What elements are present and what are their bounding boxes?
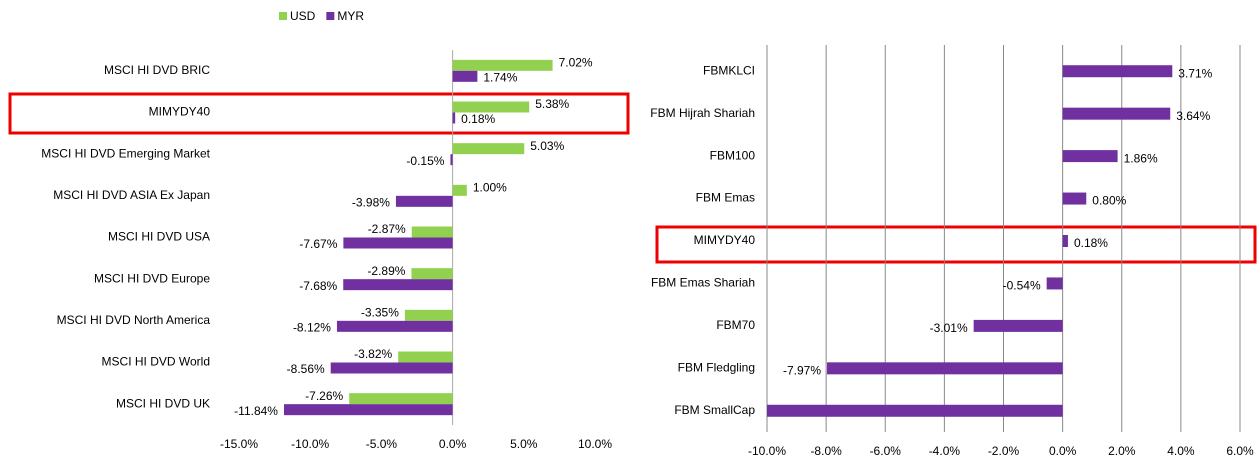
bar [452, 143, 525, 155]
value-label: -2.87% [368, 222, 406, 236]
bar [411, 226, 453, 238]
bar [1062, 235, 1068, 247]
x-tick-label: 4.0% [1167, 444, 1195, 457]
bar [343, 237, 453, 249]
value-label: 3.64% [1176, 109, 1210, 123]
value-label: -8.56% [287, 362, 325, 376]
bar [452, 112, 456, 124]
bar [452, 59, 553, 71]
value-label: -3.98% [352, 196, 390, 210]
value-label: -3.82% [354, 347, 392, 361]
value-label: -0.15% [406, 154, 444, 168]
category-label: FBMKLCI [703, 63, 755, 77]
value-label: 7.02% [559, 56, 593, 70]
bar [1062, 192, 1087, 205]
bar [349, 393, 453, 405]
category-label: FBM Fledgling [678, 361, 755, 375]
x-tick-label: 0.0% [439, 437, 467, 451]
x-tick-label: 5.0% [510, 437, 538, 451]
category-label: MIMYDY40 [694, 233, 756, 247]
value-label: 0.18% [461, 112, 495, 126]
value-label: -7.67% [299, 237, 337, 251]
category-label: MSCI HI DVD UK [116, 396, 210, 410]
value-label: 5.03% [530, 139, 564, 153]
bar [398, 351, 453, 363]
category-label: MSCI HI DVD World [102, 355, 210, 369]
legend-label: MYR [337, 9, 364, 23]
category-label: MSCI HI DVD Emerging Market [41, 146, 210, 160]
value-label: 3.71% [1178, 66, 1212, 80]
bar [452, 70, 478, 82]
value-label: -7.68% [299, 279, 337, 293]
value-label: -3.01% [930, 321, 968, 335]
category-label: MSCI HI DVD BRIC [104, 63, 210, 77]
bar [1062, 65, 1173, 78]
value-label: -11.84% [234, 404, 278, 418]
bar [336, 320, 453, 332]
value-label: 1.74% [483, 71, 517, 85]
highlight-box [8, 92, 630, 135]
bar [767, 404, 1063, 417]
value-label: -7.26% [305, 389, 343, 403]
x-tick-label: -2.0% [988, 444, 1020, 457]
x-tick-label: -10.0% [291, 437, 329, 451]
bar [1046, 277, 1063, 290]
x-tick-label: -8.0% [810, 444, 842, 457]
bar [1062, 107, 1171, 120]
value-label: -2.89% [367, 264, 405, 278]
bar [1062, 150, 1118, 163]
category-label: MSCI HI DVD ASIA Ex Japan [53, 188, 210, 202]
bar [973, 319, 1063, 332]
value-label: -3.35% [361, 306, 399, 320]
x-tick-label: -15.0% [220, 437, 258, 451]
bar [343, 279, 453, 291]
value-label: 1.86% [1124, 151, 1158, 165]
legend-swatch [326, 12, 335, 20]
category-label: FBM SmallCap [674, 403, 755, 417]
value-label: 0.18% [1074, 236, 1108, 250]
x-tick-label: 10.0% [578, 437, 612, 451]
bar [330, 362, 453, 374]
x-tick-label: 6.0% [1226, 444, 1254, 457]
category-label: MSCI HI DVD North America [57, 313, 211, 327]
x-tick-label: -5.0% [366, 437, 398, 451]
category-label: FBM70 [716, 318, 755, 332]
value-label: 0.80% [1092, 194, 1126, 208]
bar [395, 195, 453, 207]
value-label: -8.12% [293, 321, 331, 335]
x-tick-label: -4.0% [929, 444, 961, 457]
bar [452, 101, 530, 113]
bar [450, 154, 453, 166]
legend-label: USD [290, 9, 316, 23]
value-label: -7.97% [783, 364, 821, 378]
x-tick-label: 2.0% [1108, 444, 1136, 457]
bar [452, 184, 467, 196]
x-tick-label: -10.0% [748, 444, 786, 457]
category-label: FBM Emas Shariah [651, 276, 755, 290]
x-tick-label: 0.0% [1049, 444, 1077, 457]
bar [404, 309, 453, 321]
value-label: 1.00% [473, 181, 507, 195]
category-label: FBM Emas [696, 191, 755, 205]
legend-swatch [279, 12, 287, 20]
bar [283, 404, 453, 416]
category-label: MSCI HI DVD USA [108, 230, 210, 244]
bar [827, 362, 1063, 375]
bar [411, 268, 453, 280]
value-label: 5.38% [535, 97, 569, 111]
category-label: FBM Hijrah Shariah [650, 106, 755, 120]
category-label: FBM100 [710, 148, 756, 162]
category-label: MSCI HI DVD Europe [94, 271, 210, 285]
value-label: -0.54% [1003, 279, 1041, 293]
highlight-box [655, 225, 1257, 264]
category-label: MIMYDY40 [149, 105, 211, 119]
x-tick-label: -6.0% [870, 444, 902, 457]
